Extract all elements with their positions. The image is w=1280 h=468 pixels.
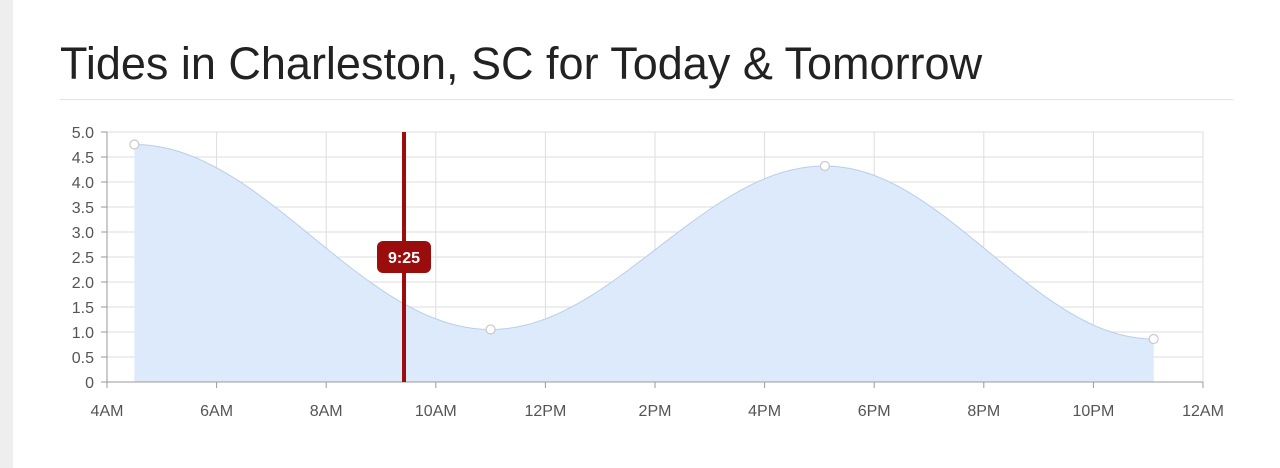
tide-point[interactable] — [1148, 333, 1159, 345]
tide-area — [134, 144, 1154, 382]
tide-point[interactable] — [819, 160, 830, 172]
y-tick-label: 3.0 — [72, 225, 94, 242]
x-tick-label: 6PM — [858, 403, 891, 420]
y-tick-label: 3.5 — [72, 200, 94, 217]
x-tick-label: 10AM — [415, 403, 457, 420]
y-tick-label: 2.0 — [72, 275, 94, 292]
tide-line — [134, 144, 1154, 340]
y-tick-label: 1.0 — [72, 325, 94, 342]
y-tick-label: 4.0 — [72, 175, 94, 192]
y-tick-label: 0.5 — [72, 350, 94, 367]
y-tick-label: 5.0 — [72, 125, 94, 142]
x-tick-label: 10PM — [1073, 403, 1115, 420]
x-axis-ticks: 4AM 6AM 8AM 10AM 12PM 2PM 4PM 6PM 8PM 10PM 12AM — [91, 403, 1224, 420]
x-tick-label: 2PM — [639, 403, 672, 420]
current-time-badge — [377, 241, 432, 273]
x-tick-label: 4AM — [91, 403, 124, 420]
y-tick-label: 0 — [85, 375, 94, 392]
title-divider — [60, 99, 1233, 100]
tide-point[interactable] — [485, 324, 496, 335]
y-tick-label: 1.5 — [72, 300, 94, 317]
x-tick-label: 8PM — [967, 403, 1000, 420]
tide-point[interactable] — [129, 139, 140, 150]
x-tick-label: 8AM — [310, 403, 343, 420]
chart-axes — [101, 131, 1204, 388]
x-tick-label: 12PM — [525, 403, 567, 420]
current-time-marker: 9:25 — [377, 132, 432, 382]
tide-points — [129, 139, 1159, 345]
y-tick-label: 2.5 — [72, 250, 94, 267]
y-tick-label: 4.5 — [72, 150, 94, 167]
x-tick-label: 12AM — [1182, 403, 1224, 420]
x-tick-label: 6AM — [200, 403, 233, 420]
tide-area-fill — [134, 144, 1154, 382]
page-title: Tides in Charleston, SC for Today & Tomo… — [60, 38, 983, 89]
left-border-strip — [0, 0, 13, 468]
current-time-label: 9:25 — [388, 250, 420, 267]
x-tick-label: 4PM — [748, 403, 781, 420]
y-axis-ticks: 0 0.5 1.0 1.5 2.0 2.5 3.0 3.5 4.0 4.5 5.0 — [72, 125, 94, 392]
